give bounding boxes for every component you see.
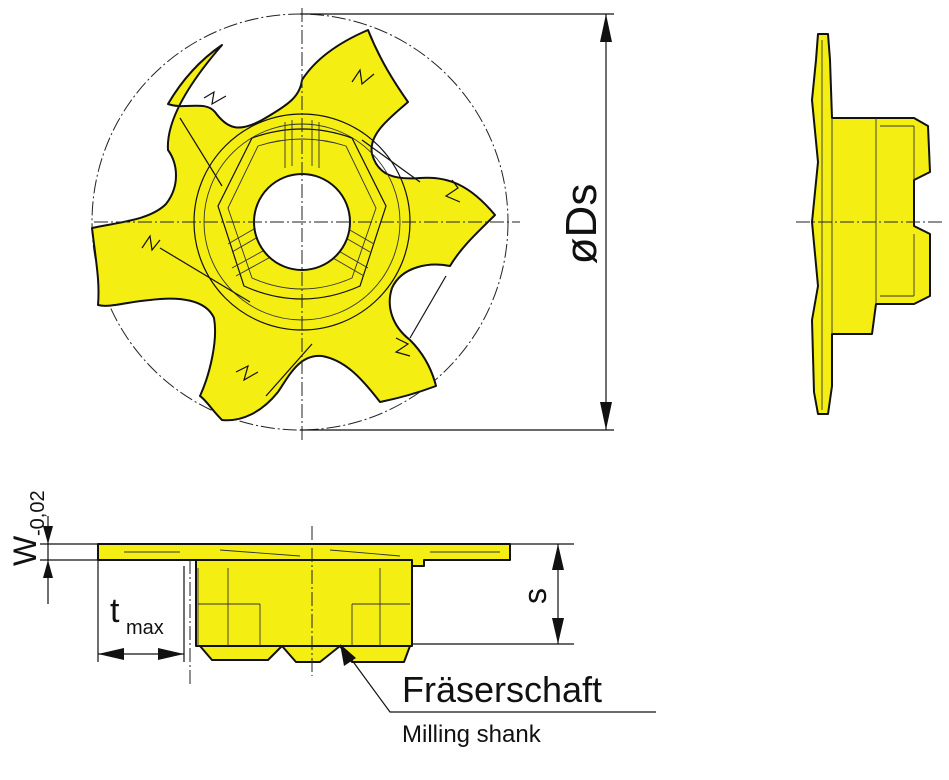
diameter-dimension: øDs — [300, 13, 614, 431]
side-view — [796, 33, 944, 415]
side-profile — [811, 33, 931, 415]
shank-label-de: Fräserschaft — [402, 669, 602, 710]
diameter-label: øDs — [557, 184, 606, 265]
width-label: W — [7, 535, 43, 566]
depth-subscript-label: max — [126, 617, 164, 639]
shank-leader: Fräserschaft Milling shank — [340, 644, 656, 748]
shank-teeth — [199, 645, 411, 663]
shank-label-en: Milling shank — [402, 721, 542, 748]
front-view — [91, 8, 520, 440]
hub-triangle-inner — [227, 138, 377, 290]
width-tolerance-label: -0,02 — [27, 490, 49, 536]
shank-dimension-label: s — [517, 588, 553, 604]
shank-block — [195, 559, 413, 647]
hub-triangle — [217, 128, 387, 300]
shank-dimension: s — [412, 543, 574, 645]
top-view-details — [124, 549, 500, 646]
depth-label: t — [110, 592, 120, 630]
side-details — [821, 40, 915, 410]
top-view — [97, 526, 511, 686]
width-dimension: W -0,02 — [7, 490, 100, 604]
depth-dimension: t max — [97, 560, 185, 662]
tooth-edge-details — [141, 68, 461, 397]
